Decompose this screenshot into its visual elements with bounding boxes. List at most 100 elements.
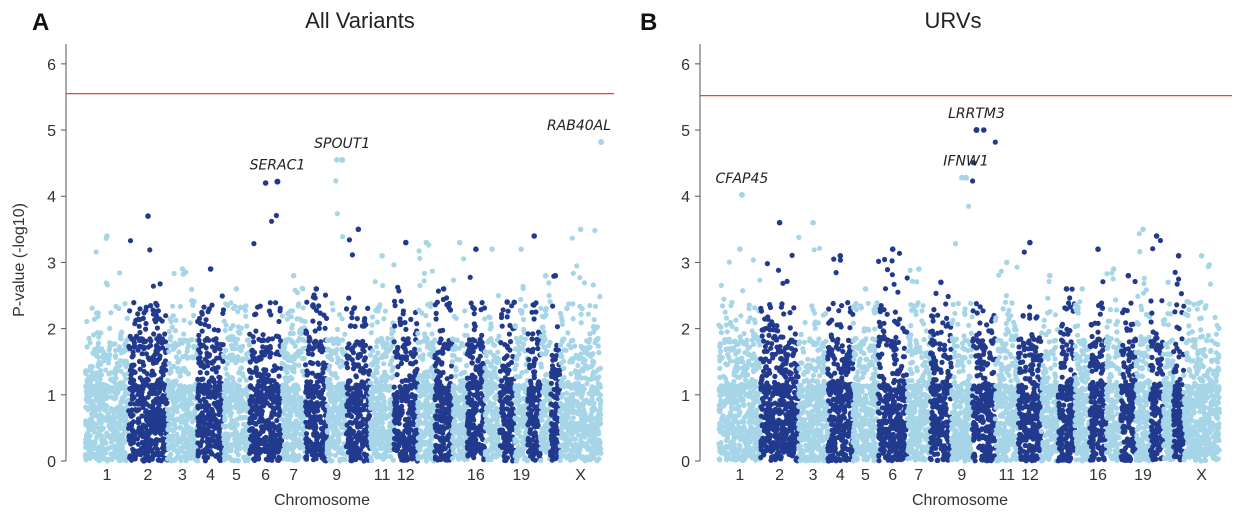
variant-point xyxy=(477,399,483,405)
variant-point xyxy=(126,408,132,414)
variant-point xyxy=(291,400,297,406)
variant-point xyxy=(145,453,151,459)
variant-point xyxy=(170,303,176,309)
variant-point xyxy=(328,412,334,418)
variant-point xyxy=(198,441,204,447)
variant-point xyxy=(240,415,246,421)
variant-point xyxy=(189,298,195,304)
variant-point xyxy=(98,361,104,367)
variant-point xyxy=(282,337,288,343)
variant-point xyxy=(471,306,477,312)
variant-point xyxy=(396,439,402,445)
variant-point xyxy=(91,332,97,338)
variant-point xyxy=(429,340,435,346)
variant-point xyxy=(368,454,374,460)
variant-point xyxy=(327,424,334,430)
variant-point xyxy=(297,395,303,401)
variant-point xyxy=(406,430,412,436)
variant-point xyxy=(115,455,121,461)
variant-point xyxy=(239,430,245,436)
variant-point xyxy=(204,359,210,365)
variant-point xyxy=(122,383,128,389)
variant-point xyxy=(401,434,407,440)
variant-point xyxy=(150,371,156,377)
variant-point xyxy=(400,311,406,317)
variant-point xyxy=(356,363,362,369)
variant-point xyxy=(490,452,496,458)
variant-point xyxy=(381,398,387,405)
variant-point xyxy=(336,312,343,318)
variant-point xyxy=(148,429,154,435)
variant-point xyxy=(315,361,322,367)
variant-point xyxy=(195,376,201,382)
variant-point xyxy=(464,363,470,369)
variant-point xyxy=(231,305,237,311)
variant-point xyxy=(137,329,143,336)
variant-point xyxy=(126,437,132,443)
variant-point xyxy=(379,374,385,380)
variant-point xyxy=(135,311,141,317)
variant-point xyxy=(375,338,381,344)
variant-point xyxy=(304,372,310,378)
variant-point xyxy=(142,396,148,402)
variant-point xyxy=(113,375,119,381)
variant-point xyxy=(111,410,117,416)
variant-point xyxy=(370,440,377,446)
variant-point xyxy=(405,420,411,426)
variant-point xyxy=(150,360,156,366)
variant-point xyxy=(353,373,359,379)
variant-point xyxy=(184,401,190,407)
variant-point xyxy=(152,428,158,434)
variant-point xyxy=(154,302,160,308)
variant-point xyxy=(104,282,110,288)
variant-point xyxy=(301,355,307,361)
variant-point-peak xyxy=(473,246,479,252)
variant-point xyxy=(273,433,279,439)
variant-point xyxy=(168,395,174,401)
variant-point xyxy=(204,439,210,445)
variant-point xyxy=(107,445,113,451)
variant-point xyxy=(478,307,484,313)
variant-point xyxy=(225,405,232,411)
variant-point xyxy=(250,398,256,404)
variant-point xyxy=(281,399,287,405)
variant-point xyxy=(129,364,135,370)
variant-point xyxy=(84,344,90,350)
variant-point xyxy=(294,419,300,425)
variant-point xyxy=(261,337,267,343)
variant-point xyxy=(241,305,247,311)
variant-point xyxy=(344,422,350,428)
variant-point xyxy=(118,443,124,449)
variant-point xyxy=(361,343,367,349)
variant-point xyxy=(438,452,444,458)
variant-point xyxy=(289,364,295,371)
variant-point xyxy=(306,409,312,415)
variant-point xyxy=(472,436,478,442)
variant-point xyxy=(136,323,142,329)
variant-point xyxy=(144,382,150,388)
variant-point xyxy=(346,435,352,441)
variant-point xyxy=(372,358,378,364)
variant-point xyxy=(234,447,241,453)
variant-point xyxy=(201,304,207,310)
variant-point xyxy=(332,339,338,345)
variant-point xyxy=(367,389,373,396)
variant-point xyxy=(452,413,458,419)
variant-point xyxy=(331,397,337,403)
variant-point xyxy=(368,330,374,336)
variant-point xyxy=(177,373,183,379)
variant-point xyxy=(87,433,93,439)
variant-point xyxy=(117,270,123,276)
variant-point xyxy=(350,428,357,435)
variant-point xyxy=(417,255,423,261)
variant-point xyxy=(112,371,118,377)
variant-point xyxy=(236,409,242,415)
variant-point xyxy=(117,404,123,410)
variant-point xyxy=(314,372,320,378)
variant-point xyxy=(137,432,143,438)
variant-point xyxy=(405,456,411,463)
variant-point xyxy=(85,382,91,388)
variant-point xyxy=(390,365,396,371)
variant-point xyxy=(435,447,441,454)
variant-point xyxy=(274,397,280,403)
